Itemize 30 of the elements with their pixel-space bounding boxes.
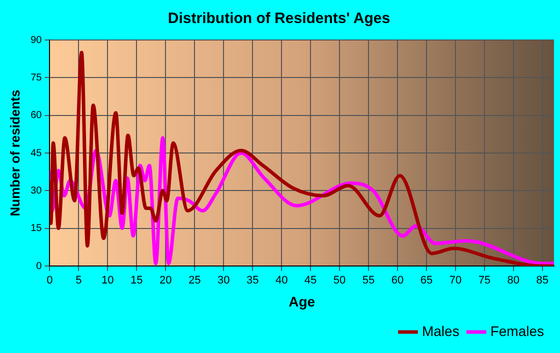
x-tick-label: 65 bbox=[420, 274, 433, 287]
y-tick-label: 60 bbox=[30, 110, 42, 122]
x-tick-label: 20 bbox=[160, 274, 172, 287]
x-tick-label: 55 bbox=[362, 274, 375, 287]
x-tick-label: 45 bbox=[304, 274, 317, 287]
y-tick-label: 0 bbox=[36, 260, 42, 272]
y-tick-label: 90 bbox=[30, 34, 42, 46]
x-tick-label: 10 bbox=[102, 274, 114, 287]
x-tick-label: 85 bbox=[536, 274, 549, 287]
y-tick-label: 75 bbox=[30, 72, 42, 84]
x-tick-label: 25 bbox=[188, 274, 201, 287]
legend-label: Males bbox=[422, 322, 460, 339]
x-tick-label: 40 bbox=[275, 274, 288, 287]
x-tick-label: 80 bbox=[507, 274, 520, 287]
x-tick-label: 5 bbox=[76, 274, 82, 287]
legend-label: Females bbox=[490, 322, 544, 339]
x-tick-label: 15 bbox=[130, 274, 143, 287]
y-tick-label: 45 bbox=[30, 148, 42, 159]
x-tick-label: 60 bbox=[391, 274, 404, 287]
x-tick-label: 50 bbox=[333, 274, 346, 287]
x-tick-label: 30 bbox=[217, 274, 230, 287]
x-tick-label: 0 bbox=[46, 274, 53, 287]
y-tick-label: 15 bbox=[30, 223, 42, 234]
x-tick-label: 35 bbox=[246, 274, 259, 287]
x-tick-label: 75 bbox=[478, 274, 491, 287]
y-axis-title: Number of residents bbox=[7, 90, 22, 216]
x-tick-label: 70 bbox=[449, 274, 462, 287]
y-tick-label: 30 bbox=[30, 185, 42, 196]
chart-title: Distribution of Residents' Ages bbox=[168, 10, 390, 28]
x-axis-title: Age bbox=[288, 293, 316, 310]
